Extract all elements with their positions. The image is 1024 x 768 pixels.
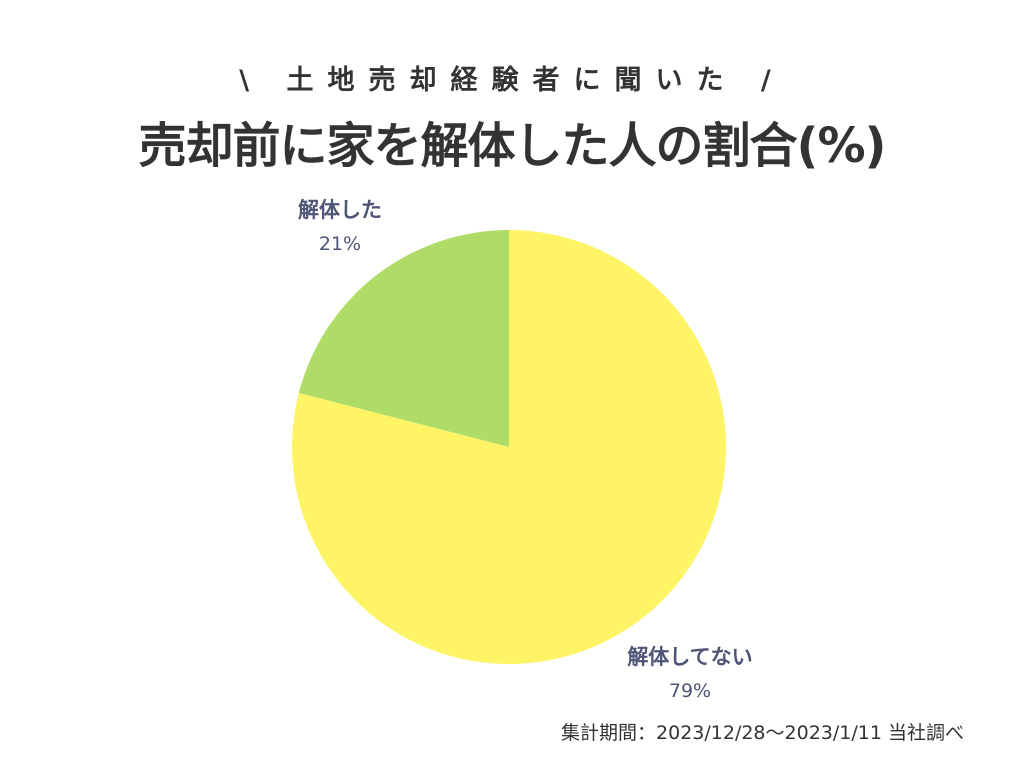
pie-slice-0 (298, 230, 509, 447)
slice-value-demolished: 21% (319, 233, 361, 255)
slice-label-not-demolished: 解体してない (627, 645, 752, 669)
chart-subtitle: \ 土地売却経験者に聞いた / (239, 65, 785, 96)
slice-label-demolished: 解体した (298, 198, 382, 222)
pie-slices (292, 229, 727, 664)
pie-labels: 解体した 21% 解体してない 79% (298, 198, 753, 702)
pie-slice-1 (292, 229, 727, 664)
slice-value-not-demolished: 79% (669, 680, 711, 702)
survey-period-note: 集計期間：2023/12/28〜2023/1/11 当社調べ (561, 722, 964, 744)
chart-title: 売却前に家を解体した人の割合(%) (138, 118, 887, 174)
